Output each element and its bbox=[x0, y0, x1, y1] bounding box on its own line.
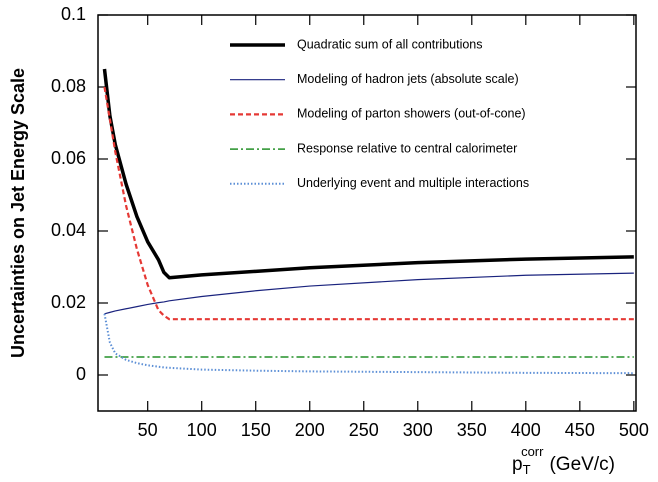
y-tick-label: 0.02 bbox=[51, 292, 86, 312]
x-tick-label: 500 bbox=[619, 420, 649, 440]
x-tick-label: 400 bbox=[511, 420, 541, 440]
series-line bbox=[103, 86, 634, 321]
x-tick-label: 150 bbox=[241, 420, 271, 440]
x-tick-label: 100 bbox=[187, 420, 217, 440]
x-axis-label: pTcorr (GeV/c) bbox=[512, 444, 615, 477]
series-line bbox=[103, 313, 634, 375]
y-axis-label: Uncertainties on Jet Energy Scale bbox=[8, 68, 28, 358]
x-tick-label: 200 bbox=[295, 420, 325, 440]
y-tick-label: 0 bbox=[76, 364, 86, 384]
x-label-sup: corr bbox=[521, 444, 544, 459]
x-label-sub: T bbox=[523, 462, 531, 477]
y-tick-label: 0.08 bbox=[51, 76, 86, 96]
legend-label: Underlying event and multiple interactio… bbox=[297, 176, 529, 190]
x-tick-label: 250 bbox=[349, 420, 379, 440]
y-tick-label: 0.04 bbox=[51, 220, 86, 240]
series-line bbox=[102, 68, 634, 280]
legend-label: Quadratic sum of all contributions bbox=[297, 37, 483, 51]
x-label-unit: (GeV/c) bbox=[549, 454, 614, 475]
x-tick-label: 450 bbox=[565, 420, 595, 440]
x-tick-label: 50 bbox=[138, 420, 158, 440]
x-tick-label: 300 bbox=[403, 420, 433, 440]
y-tick-label: 0.1 bbox=[61, 4, 86, 24]
x-label-base: p bbox=[512, 454, 523, 475]
plot-frame bbox=[97, 14, 637, 412]
legend-label: Modeling of parton showers (out-of-cone) bbox=[297, 107, 526, 121]
series-line bbox=[104, 272, 634, 315]
legend-label: Response relative to central calorimeter bbox=[297, 141, 517, 155]
legend-label: Modeling of hadron jets (absolute scale) bbox=[297, 72, 519, 86]
y-tick-label: 0.06 bbox=[51, 148, 86, 168]
x-tick-label: 350 bbox=[457, 420, 487, 440]
